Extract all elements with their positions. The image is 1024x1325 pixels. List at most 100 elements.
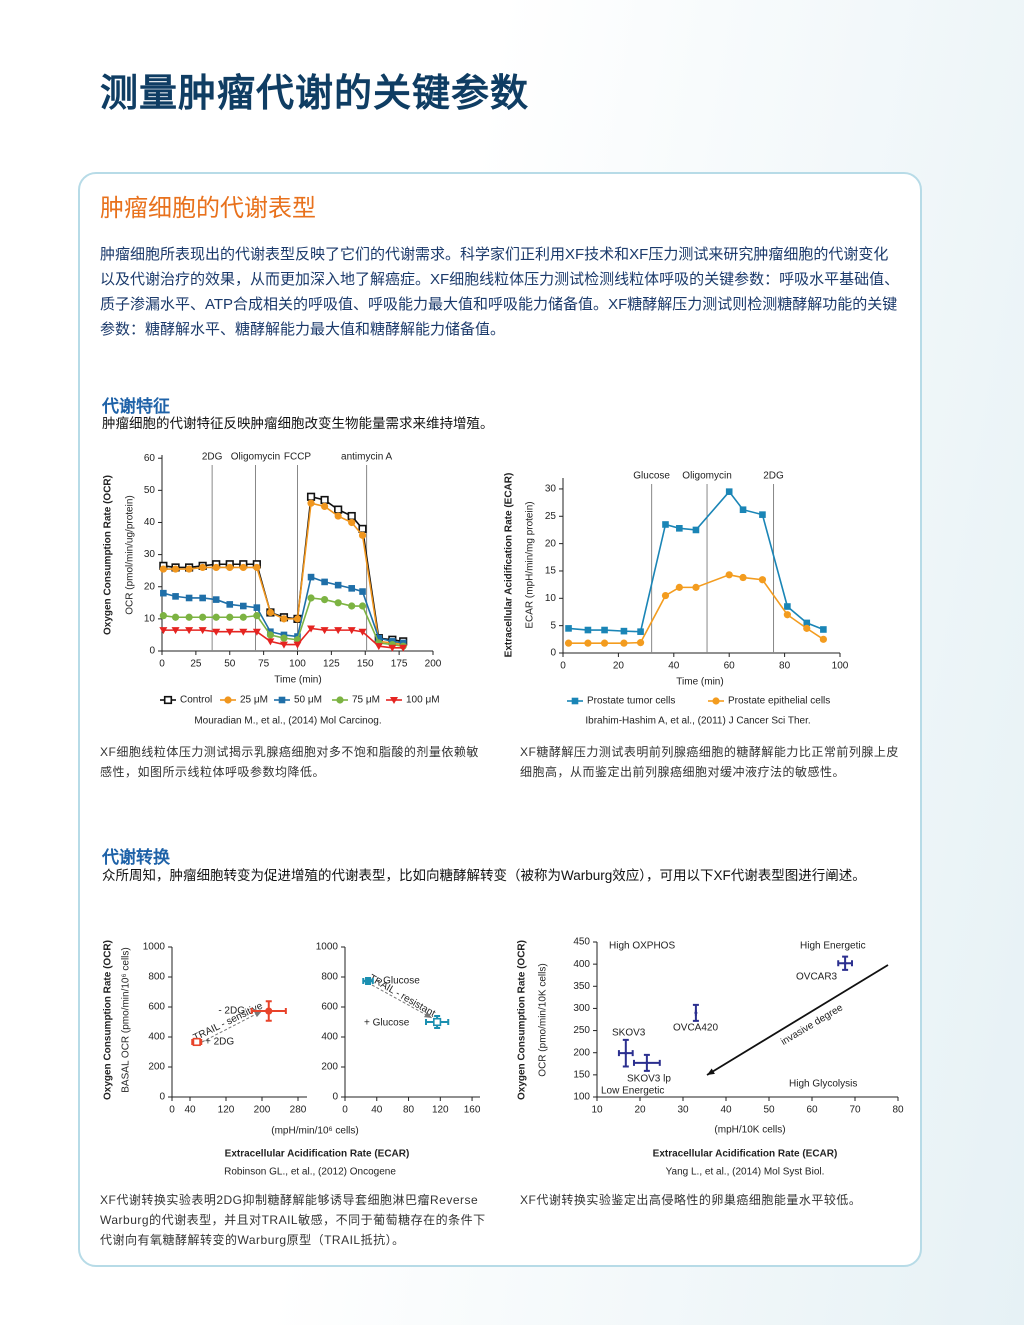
y-tick-label: 30 (545, 484, 557, 495)
data-point (692, 526, 700, 534)
arrow (371, 984, 433, 1019)
quadrant-label: Low Energetic (601, 1086, 664, 1097)
data-point (843, 961, 847, 965)
data-point (433, 1017, 442, 1027)
data-point (694, 1011, 698, 1015)
data-point (820, 626, 827, 633)
x-tick-label: 40 (720, 1105, 732, 1116)
data-point (620, 639, 628, 647)
section-subtitle: 肿瘤细胞的代谢特征反映肿瘤细胞改变生物能量需求来维持增殖。 (102, 416, 494, 431)
y-tick-label: 200 (321, 1062, 338, 1073)
data-point (159, 565, 167, 573)
legend-marker (390, 697, 398, 704)
data-point (225, 628, 234, 636)
data-point (347, 627, 356, 635)
data-point (172, 593, 179, 600)
x-tick-label: 200 (425, 659, 442, 670)
x-axis-label: (mpH/10K cells) (714, 1125, 785, 1136)
y-tick-label: 350 (573, 981, 590, 992)
data-point (293, 641, 302, 649)
figure-caption: XF糖酵解压力测试表明前列腺癌细胞的糖酵解能力比正常前列腺上皮细胞高，从而鉴定出… (520, 745, 899, 779)
data-point (307, 625, 316, 633)
legend-label: Prostate tumor cells (587, 696, 675, 707)
data-point (803, 624, 811, 632)
y-tick-label: 0 (159, 1092, 165, 1103)
data-point (600, 639, 609, 647)
data-point (645, 1061, 649, 1065)
x-axis-title: Extracellular Acidification Rate (ECAR) (653, 1149, 838, 1160)
section-heading: 代谢特征 (102, 397, 170, 416)
y-tick-label: 200 (573, 1047, 590, 1058)
intro-paragraph: 肿瘤细胞所表现出的代谢表型反映了它们的代谢需求。科学家们正利用XF技术和XF压力… (100, 246, 900, 338)
x-tick-label: 80 (403, 1105, 415, 1116)
data-point (239, 628, 248, 636)
page-title: 测量肿瘤代谢的关键参数 (100, 73, 530, 115)
figure-caption: XF代谢转换实验鉴定出高侵略性的卵巢癌细胞能量水平较低。 (520, 1193, 862, 1207)
y-axis-label: BASAL OCR (pmo/min/10⁶ cells) (121, 947, 132, 1092)
x-axis-label: (mpH/min/10⁶ cells) (271, 1126, 358, 1137)
data-point (334, 627, 343, 635)
x-tick-label: 75 (258, 659, 270, 670)
data-point (212, 628, 221, 636)
data-point (364, 977, 372, 985)
x-tick-label: 20 (634, 1105, 646, 1116)
y-tick-label: 0 (332, 1092, 338, 1103)
data-point (253, 612, 261, 620)
x-tick-label: 60 (806, 1105, 818, 1116)
data-point (226, 601, 234, 608)
point-label: OVCA420 (673, 1023, 718, 1034)
x-axis-label: Time (min) (676, 677, 723, 688)
x-tick-label: 50 (763, 1105, 775, 1116)
data-point (758, 576, 767, 584)
data-point (185, 565, 193, 573)
x-tick-label: 40 (668, 661, 680, 672)
y-tick-label: 600 (148, 1002, 165, 1013)
data-point (226, 563, 234, 572)
data-point (783, 611, 791, 619)
data-point (675, 583, 683, 591)
data-point (240, 602, 247, 610)
data-point (348, 585, 355, 592)
data-point (279, 641, 288, 649)
data-point (620, 627, 628, 635)
arrow-head (424, 1011, 432, 1018)
data-point (198, 627, 207, 635)
data-point (624, 1051, 628, 1055)
x-tick-label: 0 (560, 661, 566, 672)
citation: Yang L., et al., (2014) Mol Syst Biol. (666, 1167, 825, 1178)
data-point (266, 608, 274, 617)
data-point (171, 613, 180, 621)
y-tick-label: 60 (144, 453, 156, 464)
data-point (725, 571, 733, 579)
data-point (584, 639, 592, 647)
data-point (334, 581, 342, 589)
data-point (321, 595, 329, 604)
data-point (266, 638, 275, 646)
y-tick-label: 1000 (316, 942, 339, 953)
x-tick-label: 100 (289, 659, 306, 670)
quadrant-label: High OXPHOS (609, 941, 675, 952)
data-point (307, 499, 315, 507)
data-point (199, 613, 207, 621)
x-tick-label: 60 (724, 661, 736, 672)
y-tick-label: 200 (148, 1062, 165, 1073)
citation: Mouradian M., et al., (2014) Mol Carcino… (194, 716, 381, 727)
x-tick-label: 70 (849, 1105, 861, 1116)
arrow-head (254, 1011, 262, 1018)
y-tick-label: 20 (545, 538, 557, 549)
data-point (375, 634, 383, 642)
point-label: SKOV3 (612, 1028, 646, 1039)
data-point (399, 644, 408, 652)
section-subtitle: 众所周知，肿瘤细胞转变为促进增殖的代谢表型，比如向糖酵解转变（被称为Warbur… (102, 868, 866, 883)
data-point (239, 563, 247, 572)
x-tick-label: 20 (613, 661, 625, 672)
data-point (565, 625, 572, 632)
data-point (358, 602, 367, 610)
x-tick-label: 280 (290, 1105, 307, 1116)
data-point (692, 583, 700, 591)
legend-marker (163, 695, 173, 705)
y-tick-label: 100 (573, 1092, 590, 1103)
legend-label: 100 μM (406, 695, 440, 706)
arrow (201, 1010, 263, 1043)
